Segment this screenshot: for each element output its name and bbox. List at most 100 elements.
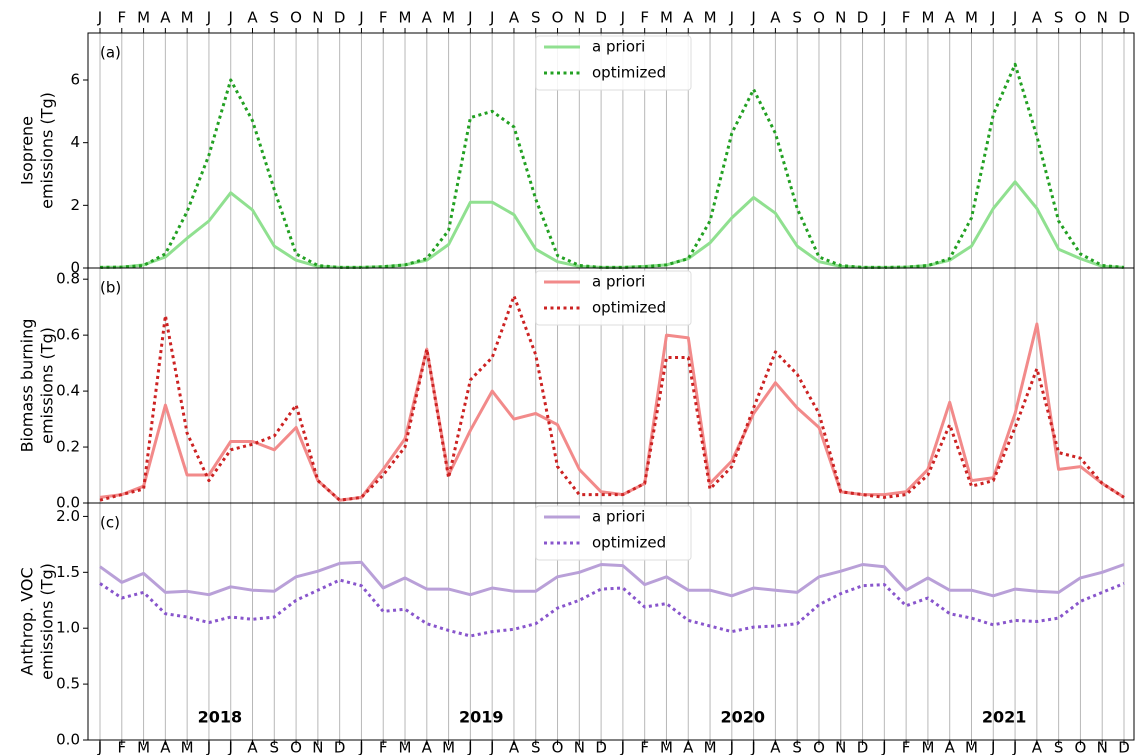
y-tick-label: 0.0	[56, 494, 80, 512]
x-tick-label: D	[857, 739, 869, 755]
x-tick-label: M	[660, 9, 673, 27]
y-tick-label: 2.0	[56, 507, 80, 525]
x-tick-label: N	[312, 9, 323, 27]
y-axis-label: emissions (Tg)	[38, 563, 57, 680]
x-tick-label: A	[770, 739, 781, 755]
x-tick-label: N	[835, 9, 846, 27]
year-label: 2018	[198, 708, 243, 727]
x-tick-label: A	[509, 9, 520, 27]
x-tick-label: J	[97, 9, 102, 27]
y-tick-label: 0.0	[56, 731, 80, 749]
x-tick-label: J	[228, 739, 233, 755]
x-tick-label: J	[620, 9, 625, 27]
y-axis-label: emissions (Tg)	[38, 92, 57, 209]
x-tick-label: N	[574, 9, 585, 27]
legend-box	[535, 270, 692, 326]
y-tick-label: 0.5	[56, 675, 80, 693]
x-tick-label: D	[334, 739, 346, 755]
x-tick-label: D	[1118, 9, 1130, 27]
x-tick-label: J	[1012, 739, 1017, 755]
panel-label: (c)	[100, 514, 120, 532]
y-axis-label: Biomass burning	[18, 319, 37, 453]
x-tick-label: F	[117, 739, 126, 755]
y-tick-label: 0	[70, 259, 80, 277]
x-tick-label: M	[137, 739, 150, 755]
x-tick-label: J	[467, 739, 472, 755]
x-tick-label: A	[683, 739, 694, 755]
x-tick-label: J	[990, 9, 995, 27]
x-tick-label: S	[792, 739, 802, 755]
x-tick-label: A	[1032, 9, 1043, 27]
x-tick-label: O	[552, 739, 564, 755]
y-tick-label: 6	[70, 71, 80, 89]
x-tick-label: O	[1075, 9, 1087, 27]
x-tick-label: D	[334, 9, 346, 27]
x-tick-label: F	[902, 9, 911, 27]
x-tick-label: M	[704, 739, 717, 755]
data-line	[99, 322, 1125, 502]
legend-label: optimized	[592, 299, 666, 317]
legend-box	[535, 505, 692, 561]
legend-label: a priori	[592, 273, 645, 291]
x-tick-label: J	[620, 739, 625, 755]
panel-label: (a)	[100, 44, 121, 62]
x-tick-label: M	[399, 9, 412, 27]
x-tick-label: A	[247, 739, 258, 755]
y-axis-label: Isoprene	[18, 116, 37, 185]
x-tick-label: S	[270, 739, 280, 755]
x-tick-label: J	[358, 739, 363, 755]
x-tick-label: A	[160, 739, 171, 755]
x-tick-label: F	[379, 739, 388, 755]
x-tick-label: J	[729, 9, 734, 27]
data-line	[99, 578, 1125, 638]
x-tick-label: N	[574, 739, 585, 755]
x-tick-label: O	[552, 9, 564, 27]
x-tick-label: J	[881, 9, 886, 27]
legend-label: optimized	[592, 64, 666, 82]
x-tick-label: M	[181, 9, 194, 27]
data-line	[99, 62, 1125, 269]
y-tick-label: 0.2	[56, 438, 80, 456]
x-tick-label: D	[857, 9, 869, 27]
x-tick-label: J	[881, 739, 886, 755]
x-tick-label: D	[1118, 739, 1130, 755]
x-tick-label: M	[965, 739, 978, 755]
x-tick-label: D	[595, 9, 607, 27]
x-tick-label: A	[422, 739, 433, 755]
x-tick-label: J	[729, 739, 734, 755]
x-tick-label: M	[921, 9, 934, 27]
x-tick-label: O	[813, 9, 825, 27]
x-tick-label: N	[312, 739, 323, 755]
x-tick-label: J	[489, 739, 494, 755]
x-tick-label: A	[160, 9, 171, 27]
legend-label: optimized	[592, 534, 666, 552]
y-tick-label: 0.8	[56, 270, 80, 288]
x-tick-label: J	[750, 739, 755, 755]
x-tick-label: F	[902, 739, 911, 755]
x-tick-label: M	[660, 739, 673, 755]
x-tick-label: O	[290, 9, 302, 27]
data-line	[99, 180, 1125, 269]
x-tick-label: M	[965, 9, 978, 27]
legend-label: a priori	[592, 508, 645, 526]
y-tick-label: 1.5	[56, 563, 80, 581]
x-tick-label: S	[531, 9, 541, 27]
x-tick-label: A	[770, 9, 781, 27]
legend-label: a priori	[592, 38, 645, 56]
axes-frame	[87, 502, 1135, 741]
data-line	[99, 294, 1125, 502]
x-tick-label: S	[792, 9, 802, 27]
x-tick-label: A	[247, 9, 258, 27]
x-tick-label: A	[945, 9, 956, 27]
x-tick-label: N	[1097, 9, 1108, 27]
x-tick-label: J	[97, 739, 102, 755]
x-tick-label: F	[640, 9, 649, 27]
panel-label: (b)	[100, 279, 121, 297]
x-tick-label: M	[442, 739, 455, 755]
x-tick-label: F	[640, 739, 649, 755]
x-tick-label: M	[181, 739, 194, 755]
y-tick-label: 2	[70, 196, 80, 214]
x-tick-label: M	[921, 739, 934, 755]
